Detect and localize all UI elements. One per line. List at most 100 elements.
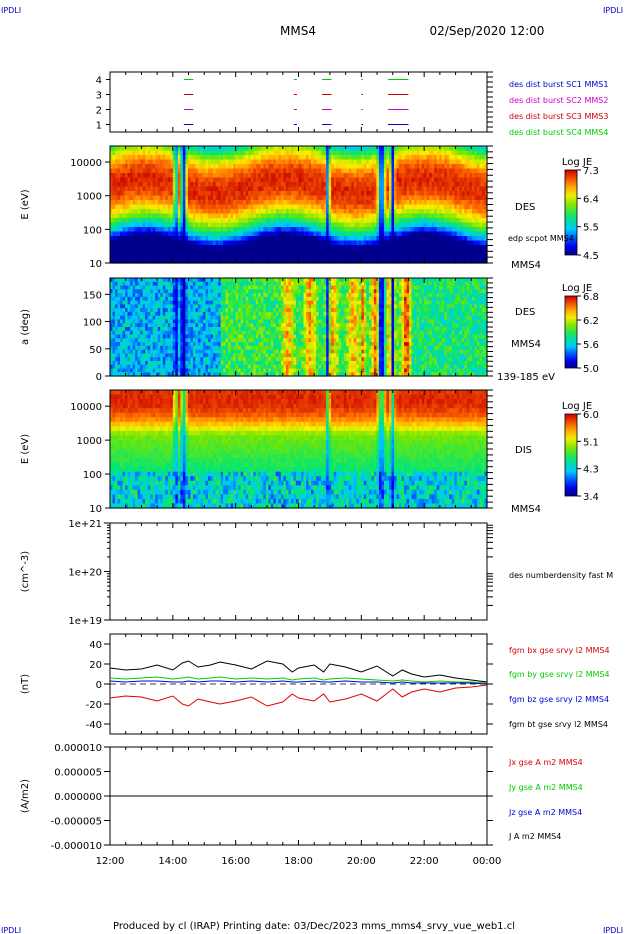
spectrogram-cell	[378, 231, 383, 237]
spectrogram-cell	[373, 164, 378, 170]
spectrogram-cell	[358, 218, 362, 224]
spectrogram-cell	[481, 249, 486, 255]
spectrogram-cell	[459, 258, 463, 264]
spectrogram-cell	[170, 258, 174, 264]
spectrogram-cell	[240, 231, 244, 237]
spectrogram-cell	[295, 146, 300, 152]
spectrogram-cell	[172, 155, 176, 161]
spectrogram-cell	[112, 319, 116, 324]
spectrogram-cell	[238, 150, 242, 156]
spectrogram-cell	[255, 200, 259, 206]
spectrogram-cell	[218, 204, 222, 210]
spectrogram-cell	[481, 231, 486, 237]
spectrogram-cell	[120, 245, 124, 251]
spectrogram-cell	[316, 222, 320, 228]
spectrogram-cell	[185, 258, 189, 264]
spectrogram-cell	[175, 168, 179, 174]
spectrogram-cell	[411, 209, 415, 215]
spectrogram-cell	[182, 327, 186, 332]
spectrogram-cell	[446, 258, 450, 264]
spectrogram-cell	[120, 289, 124, 294]
spectrogram-cell	[180, 236, 184, 242]
spectrogram-cell	[454, 164, 458, 170]
spectrogram-cell	[177, 245, 181, 251]
spectrogram-cell	[162, 349, 166, 354]
spectrogram-cell	[132, 311, 136, 317]
spectrogram-cell	[132, 315, 136, 321]
spectrogram-cell	[326, 254, 330, 260]
spectrogram-cell	[308, 155, 312, 161]
spectrogram-cell	[361, 191, 365, 197]
spectrogram-cell	[117, 300, 121, 305]
spectrogram-cell	[192, 345, 197, 351]
spectrogram-cell	[258, 195, 262, 201]
spectrogram-cell	[366, 182, 370, 188]
spectrogram-cell	[321, 195, 325, 201]
spectrogram-cell	[177, 349, 181, 354]
spectrogram-cell	[245, 258, 249, 264]
spectrogram-cell	[298, 155, 302, 161]
spectrogram-cell	[378, 218, 383, 224]
spectrogram-cell	[172, 231, 176, 237]
spectrogram-cell	[318, 200, 322, 206]
spectrogram-cell	[343, 155, 347, 161]
spectrogram-cell	[353, 200, 357, 206]
spectrogram-cell	[431, 182, 435, 188]
spectrogram-cell	[409, 146, 413, 152]
spectrogram-cell	[243, 240, 247, 246]
spectrogram-cell	[243, 218, 247, 224]
spectrogram-cell	[177, 173, 181, 179]
spectrogram-cell	[328, 254, 332, 260]
spectrogram-cell	[145, 293, 149, 298]
spectrogram-cell	[270, 245, 274, 251]
spectrogram-cell	[132, 368, 136, 373]
spectrogram-cell	[361, 195, 365, 201]
spectrogram-cell	[476, 231, 481, 237]
spectrogram-cell	[215, 159, 219, 165]
spectrogram-cell	[419, 213, 423, 219]
spectrogram-cell	[265, 231, 269, 237]
spectrogram-cell	[180, 191, 184, 197]
spectrogram-cell	[192, 278, 197, 283]
spectrogram-cell	[223, 213, 227, 219]
spectrogram-cell	[363, 164, 367, 170]
spectrogram-cell	[250, 209, 254, 215]
spectrogram-cell	[436, 254, 440, 260]
spectrogram-cell	[331, 200, 335, 206]
spectrogram-cell	[416, 213, 420, 219]
spectrogram-cell	[223, 254, 227, 260]
spectrogram-cell	[441, 200, 445, 206]
spectrogram-cell	[421, 218, 425, 224]
spectrogram-cell	[187, 258, 192, 264]
spectrogram-cell	[127, 308, 131, 313]
spectrogram-cell	[421, 200, 425, 206]
spectrogram-cell	[399, 195, 403, 201]
spectrogram-cell	[172, 315, 176, 321]
spectrogram-cell	[381, 191, 385, 197]
spectrogram-cell	[112, 304, 116, 309]
spectrogram-cell	[125, 349, 129, 354]
spectrogram-cell	[351, 150, 355, 156]
spectrogram-cell	[233, 200, 237, 206]
spectrogram-cell	[110, 159, 114, 165]
spectrogram-cell	[147, 349, 151, 354]
spectrogram-cell	[414, 249, 418, 255]
spectrogram-cell	[182, 319, 186, 324]
spectrogram-cell	[283, 177, 287, 183]
spectrogram-cell	[456, 204, 460, 210]
spectrogram-cell	[208, 236, 212, 242]
spectrogram-cell	[243, 159, 247, 165]
spectrogram-cell	[218, 191, 222, 197]
spectrogram-cell	[411, 146, 415, 152]
spectrogram-cell	[137, 227, 141, 233]
spectrogram-cell	[233, 182, 237, 188]
spectrogram-cell	[160, 323, 164, 328]
spectrogram-cell	[268, 209, 272, 215]
spectrogram-cell	[130, 360, 134, 366]
spectrogram-cell	[202, 164, 207, 170]
spectrogram-cell	[396, 227, 400, 233]
spectrogram-cell	[371, 254, 375, 260]
spectrogram-cell	[172, 164, 176, 170]
spectrogram-cell	[125, 150, 129, 156]
spectrogram-cell	[250, 164, 254, 170]
